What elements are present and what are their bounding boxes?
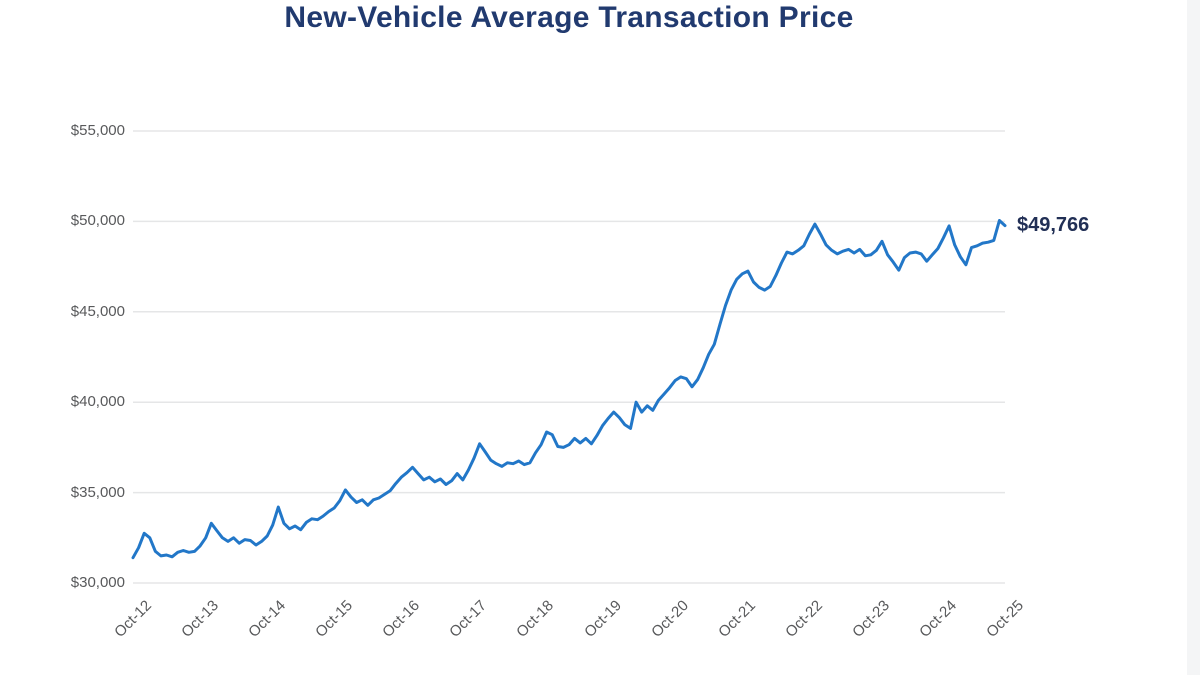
y-axis-label: $45,000 — [70, 302, 125, 320]
y-axis-label: $30,000 — [70, 574, 125, 591]
y-axis-label: $55,000 — [70, 122, 125, 139]
latest-price-label: $49,766 — [1017, 213, 1090, 236]
y-axis-label: $40,000 — [70, 393, 125, 411]
right-edge-band — [1187, 0, 1200, 675]
chart-title: New-Vehicle Average Transaction Price — [284, 1, 854, 34]
y-axis-label: $35,000 — [70, 483, 125, 501]
gridlines — [133, 130, 1005, 584]
y-axis-label: $50,000 — [70, 212, 125, 230]
price-line-series — [131, 219, 1007, 560]
